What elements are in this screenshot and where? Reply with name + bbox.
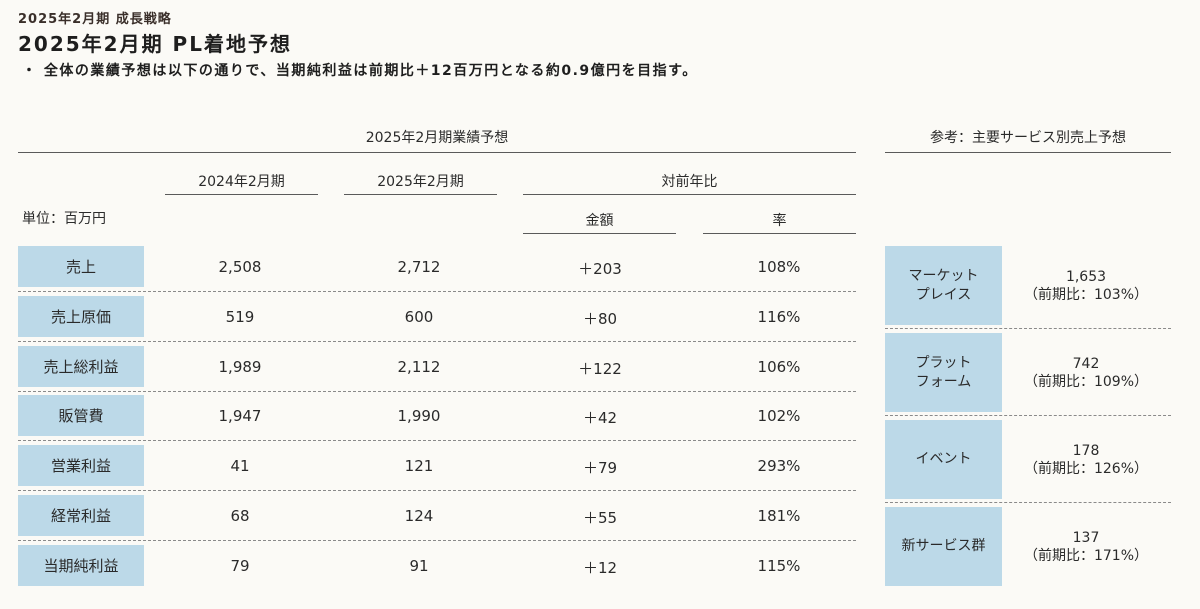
row-sales-rate: 108% [757, 258, 801, 276]
row-sga-rate: 102% [757, 407, 801, 425]
services-section-rule [885, 152, 1171, 153]
row-sales-prev: 2,508 [218, 258, 262, 276]
row-cogs-prev: 519 [225, 308, 255, 326]
col-header-yoy: 対前年比 [661, 174, 718, 190]
row-cogs-diff: ＋80 [582, 310, 618, 328]
row-ordinary-income-curr: 124 [404, 507, 434, 525]
row-operating-income-curr: 121 [404, 457, 434, 475]
service-new-services-value: 137 （前期比：171%） [1010, 529, 1162, 565]
col-header-amount: 金額 [585, 213, 614, 229]
row-divider [18, 540, 856, 541]
row-label-sga: 販管費 [18, 395, 144, 436]
service-marketplace-amount: 1,653 [1065, 269, 1107, 285]
col-rule-yoy [523, 194, 856, 195]
service-event-value: 178 （前期比：126%） [1010, 442, 1162, 478]
row-gross-profit-diff: ＋122 [578, 360, 622, 378]
page-title: 2025年2月期 PL着地予想 [18, 32, 292, 56]
unit-label: 単位：百万円 [22, 211, 106, 227]
col-rule-rate [703, 233, 856, 234]
col-header-prev: 2024年2月期 [198, 174, 285, 190]
col-rule-curr [344, 194, 497, 195]
row-divider [18, 341, 856, 342]
row-operating-income-rate: 293% [757, 457, 801, 475]
service-label-event: イベント [885, 420, 1002, 499]
col-rule-amount [523, 233, 676, 234]
row-divider [18, 440, 856, 441]
row-label-net-income: 当期純利益 [18, 545, 144, 586]
forecast-section-title: 2025年2月期業績予想 [365, 130, 509, 146]
row-cogs-curr: 600 [404, 308, 434, 326]
row-divider [18, 291, 856, 292]
row-ordinary-income-rate: 181% [757, 507, 801, 525]
service-label-platform: プラット フォーム [885, 333, 1002, 412]
row-sga-diff: ＋42 [582, 409, 618, 427]
service-event-yoy: （前期比：126%） [1023, 461, 1149, 477]
row-net-income-rate: 115% [757, 557, 801, 575]
row-cogs-rate: 116% [757, 308, 801, 326]
service-event-amount: 178 [1072, 443, 1100, 459]
row-operating-income-prev: 41 [230, 457, 250, 475]
row-sga-curr: 1,990 [397, 407, 441, 425]
row-label-ordinary-income: 経常利益 [18, 495, 144, 536]
row-gross-profit-prev: 1,989 [218, 358, 262, 376]
col-header-curr: 2025年2月期 [377, 174, 464, 190]
service-divider [885, 328, 1171, 329]
col-rule-prev [165, 194, 318, 195]
service-label-marketplace: マーケット プレイス [885, 246, 1002, 325]
row-label-sales: 売上 [18, 246, 144, 287]
service-marketplace-yoy: （前期比：103%） [1023, 287, 1149, 303]
service-new-services-yoy: （前期比：171%） [1023, 548, 1149, 564]
row-ordinary-income-prev: 68 [230, 507, 250, 525]
page-category: 2025年2月期 成長戦略 [18, 12, 172, 27]
row-net-income-prev: 79 [230, 557, 250, 575]
row-net-income-curr: 91 [409, 557, 429, 575]
row-gross-profit-curr: 2,112 [397, 358, 441, 376]
row-sga-prev: 1,947 [218, 407, 262, 425]
service-label-new-services: 新サービス群 [885, 507, 1002, 586]
row-net-income-diff: ＋12 [582, 559, 618, 577]
summary-bullet: ・ 全体の業績予想は以下の通りで、当期純利益は前期比＋12百万円となる約0.9億… [22, 63, 698, 79]
row-divider [18, 391, 856, 392]
service-marketplace-value: 1,653 （前期比：103%） [1010, 268, 1162, 304]
service-platform-amount: 742 [1072, 356, 1100, 372]
service-platform-yoy: （前期比：109%） [1023, 374, 1149, 390]
service-platform-value: 742 （前期比：109%） [1010, 355, 1162, 391]
row-sales-curr: 2,712 [397, 258, 441, 276]
row-label-gross-profit: 売上総利益 [18, 346, 144, 387]
row-operating-income-diff: ＋79 [582, 459, 618, 477]
row-sales-diff: ＋203 [578, 260, 622, 278]
row-ordinary-income-diff: ＋55 [582, 509, 618, 527]
row-gross-profit-rate: 106% [757, 358, 801, 376]
row-label-operating-income: 営業利益 [18, 445, 144, 486]
service-new-services-amount: 137 [1072, 530, 1100, 546]
service-divider [885, 415, 1171, 416]
forecast-section-rule [18, 152, 856, 153]
services-section-title: 参考：主要サービス別売上予想 [930, 130, 1126, 146]
row-label-cogs: 売上原価 [18, 296, 144, 337]
col-header-rate: 率 [772, 213, 787, 229]
row-divider [18, 490, 856, 491]
service-divider [885, 502, 1171, 503]
